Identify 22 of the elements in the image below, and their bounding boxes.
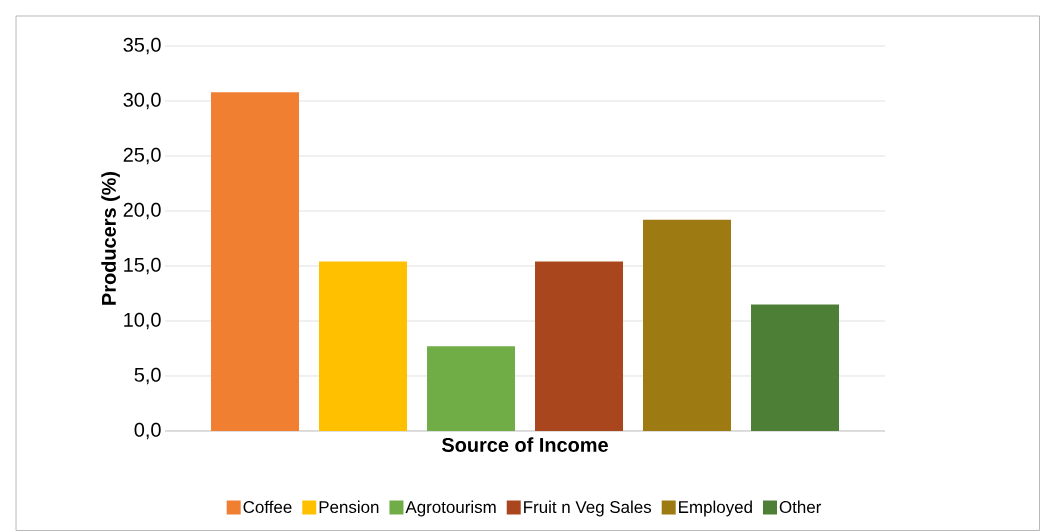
bar	[643, 219, 732, 431]
y-tick-label: 25,0	[123, 147, 161, 165]
x-axis-title: Source of Income	[442, 437, 608, 452]
y-tick-label: 10,0	[124, 312, 161, 330]
bar	[751, 304, 840, 431]
legend-label: Other	[779, 500, 822, 514]
legend-label: Coffee	[243, 500, 292, 514]
bar	[535, 261, 624, 431]
legend-label: Employed	[679, 500, 752, 517]
bar	[319, 261, 408, 431]
bar	[211, 92, 300, 431]
y-tick-label: 35,0	[123, 37, 161, 55]
y-axis-title: Producers (%)	[101, 171, 120, 305]
legend-label: Agrotourism	[405, 500, 496, 517]
bar	[427, 346, 516, 431]
y-tick-label: 5,0	[134, 367, 161, 385]
y-tick-label: 30,0	[123, 92, 161, 110]
y-tick-label: 0,0	[134, 422, 161, 440]
legend-label: Fruit n Veg Sales	[524, 500, 652, 517]
y-tick-label: 15,0	[124, 257, 161, 275]
y-tick-label: 20,0	[123, 202, 161, 220]
legend-label: Pension	[319, 500, 379, 514]
